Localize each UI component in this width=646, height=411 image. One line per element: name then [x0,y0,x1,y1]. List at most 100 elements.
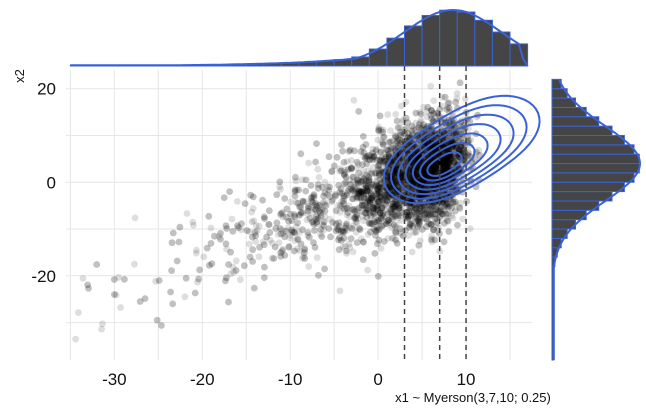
scatter-point [279,213,287,221]
scatter-point [255,222,263,230]
scatter-point [392,236,399,244]
scatter-point [373,172,381,180]
scatter-point [454,221,461,229]
scatter-point [277,249,285,256]
scatter-point [456,79,464,87]
scatter-point [302,198,309,206]
scatter-point [362,184,370,192]
scatter-point [329,196,337,204]
scatter-point [368,195,375,202]
scatter-point [437,161,444,169]
scatter-point [387,127,394,134]
scatter-point [378,204,386,211]
scatter-point [350,96,358,104]
scatter-point [379,139,387,147]
scatter-point [374,191,382,199]
scatter-point [436,230,443,238]
scatter-point [356,187,364,195]
scatter-point [358,188,365,196]
scatter-point [378,205,386,212]
scatter-point [232,267,240,274]
scatter-point [427,212,434,220]
scatter-point [417,204,424,212]
scatter-point [248,208,256,216]
scatter-point [326,215,334,223]
scatter-point [413,126,420,134]
scatter-point [353,205,361,213]
scatter-point [406,165,414,173]
scatter-point [391,168,399,176]
scatter-point [356,226,364,234]
scatter-point [346,176,353,184]
scatter-point [398,183,406,191]
scatter-point [432,202,440,210]
scatter-point [350,191,358,199]
scatter-point [412,119,419,127]
scatter-point [430,226,438,234]
scatter-point [305,159,312,167]
scatter-point [374,206,382,214]
scatter-point [347,235,355,243]
scatter-point [336,188,344,196]
scatter-point [416,109,424,116]
scatter-point [376,192,383,200]
scatter-point [445,228,453,235]
right-histogram-bar [551,191,613,202]
scatter-point [271,243,279,251]
scatter-point [392,229,400,237]
scatter-point [423,113,431,121]
scatter-point [403,208,411,216]
scatter-point [391,213,399,220]
scatter-point [340,159,348,166]
scatter-point [447,155,455,163]
scatter-point [354,214,362,222]
scatter-point [376,156,384,164]
scatter-point [379,140,387,148]
scatter-point [317,226,325,233]
scatter-point [335,182,342,189]
scatter-point [411,126,419,134]
scatter-point [299,226,306,234]
scatter-point [316,201,324,209]
scatter-point [321,198,329,206]
scatter-point [450,159,458,167]
scatter-point [451,152,459,160]
scatter-point [365,194,372,202]
scatter-point [211,232,218,240]
scatter-point [222,277,229,285]
scatter-point [378,212,385,219]
scatter-point [384,172,391,180]
scatter-point [384,235,392,242]
scatter-point [388,144,396,152]
scatter-point [418,226,426,233]
scatter-point [299,208,307,216]
scatter-point [443,162,451,169]
scatter-point [280,230,287,237]
scatter-point [312,158,319,166]
scatter-point [314,165,322,173]
scatter-point [450,159,458,167]
scatter-point [321,201,329,208]
scatter-point [306,214,314,222]
scatter-point [417,116,425,124]
scatter-point [294,219,301,227]
scatter-point [240,262,248,270]
scatter-point [440,206,447,214]
scatter-point [235,224,242,232]
scatter-point [384,210,392,218]
scatter-point [362,153,370,160]
scatter-point [364,266,372,274]
scatter-point [309,209,316,217]
scatter-point [349,179,357,187]
scatter-point [410,125,418,133]
scatter-point [374,185,382,193]
scatter-point [388,235,396,242]
scatter-point [305,263,313,270]
scatter-point [355,108,363,115]
scatter-point [354,179,362,187]
scatter-point [411,213,418,221]
scatter-point [193,249,200,257]
scatter-point [376,167,383,175]
scatter-point [427,204,435,212]
